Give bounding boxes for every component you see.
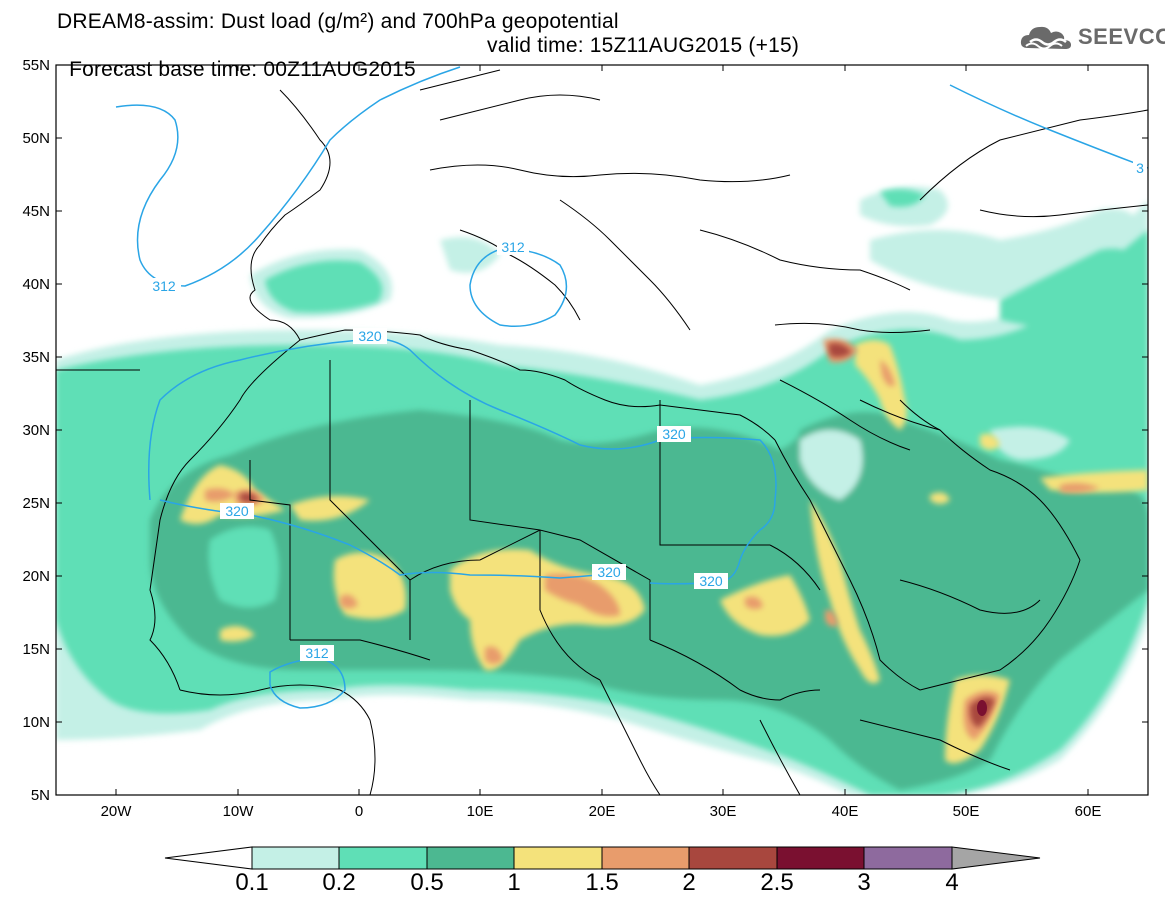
valid-time: valid time: 15Z11AUG2015 (+15)	[487, 34, 800, 57]
latitude-labels: 55N 50N 45N 40N 35N 30N 25N 20N 15N 10N …	[22, 57, 50, 804]
cloud-icon	[1020, 26, 1071, 50]
lon-label-60e: 60E	[1075, 803, 1102, 820]
lon-label-20e: 20E	[589, 803, 616, 820]
lat-label-45n: 45N	[22, 203, 50, 220]
forecast-base-time: Forecast base time: 00Z11AUG2015	[69, 58, 416, 81]
seevccc-logo: SEEVCCC	[1018, 22, 1165, 52]
lon-label-20w: 20W	[101, 803, 133, 820]
svg-text:312: 312	[152, 278, 176, 294]
colorbar-label-8: 4	[945, 869, 959, 896]
contour-label-312-italy: 312	[497, 239, 529, 255]
lat-label-35n: 35N	[22, 349, 50, 366]
colorbar-label-1: 0.2	[322, 869, 356, 896]
lat-label-10n: 10N	[22, 714, 50, 731]
lon-label-10e: 10E	[467, 803, 494, 820]
lat-label-30n: 30N	[22, 422, 50, 439]
contour-label-320-algeria: 320	[353, 328, 387, 344]
svg-text:320: 320	[699, 573, 723, 589]
contour-label-320-chad: 320	[592, 564, 626, 580]
colorbar-label-7: 3	[857, 869, 871, 896]
colorbar-label-0: 0.1	[235, 869, 269, 896]
colorbar-swatch-6	[776, 846, 865, 870]
colorbar-swatch-3	[513, 846, 603, 870]
lat-label-55n: 55N	[22, 57, 50, 74]
lat-label-25n: 25N	[22, 495, 50, 512]
colorbar-swatch-4	[601, 846, 690, 870]
lon-label-40e: 40E	[832, 803, 859, 820]
svg-text:320: 320	[597, 564, 621, 580]
contour-labels: 312 312 320 320 320 320 320 312 3	[147, 160, 1147, 661]
longitude-labels: 20W 10W 0 10E 20E 30E 40E 50E 60E	[101, 803, 1102, 820]
lat-label-5n: 5N	[31, 787, 50, 804]
colorbar-swatch-0	[251, 846, 340, 870]
colorbar-high-arrow	[951, 846, 1041, 870]
axis-ticks	[56, 64, 1148, 795]
colorbar-label-3: 1	[507, 869, 521, 896]
colorbar-swatch-5	[688, 846, 778, 870]
lon-label-10w: 10W	[223, 803, 255, 820]
country-borders	[56, 69, 1148, 795]
lat-label-15n: 15N	[22, 641, 50, 658]
dust-field	[56, 66, 1148, 795]
contour-label-312-south: 312	[300, 645, 334, 661]
svg-text:320: 320	[358, 328, 382, 344]
colorbar-label-6: 2.5	[760, 869, 794, 896]
lat-label-40n: 40N	[22, 276, 50, 293]
lat-label-20n: 20N	[22, 568, 50, 585]
contour-label-320-mauritania: 320	[220, 503, 254, 519]
contour-label-320-sudan: 320	[694, 573, 728, 589]
contour-label-320-egypt: 320	[657, 426, 691, 442]
colorbar-label-5: 2	[682, 869, 696, 896]
lon-label-50e: 50E	[953, 803, 980, 820]
svg-text:312: 312	[305, 645, 329, 661]
dust-level-0.5	[150, 410, 1148, 790]
map-subtitle: Forecast base time: 00Z11AUG2015 valid t…	[57, 34, 799, 106]
colorbar-label-2: 0.5	[410, 869, 444, 896]
lon-label-30e: 30E	[710, 803, 737, 820]
colorbar-swatch-2	[426, 846, 515, 870]
lat-label-50n: 50N	[22, 130, 50, 147]
dust-level-2.5	[977, 700, 987, 716]
map-title: DREAM8-assim: Dust load (g/m²) and 700hP…	[57, 10, 619, 33]
svg-text:320: 320	[662, 426, 686, 442]
contour-label-312-west: 312	[147, 278, 181, 294]
colorbar-swatch-7	[863, 846, 953, 870]
contour-label-3-east: 3	[1133, 160, 1147, 176]
colorbar-swatch-1	[338, 846, 428, 870]
colorbar-low-arrow	[164, 846, 253, 870]
svg-text:320: 320	[225, 503, 249, 519]
svg-text:312: 312	[501, 239, 525, 255]
svg-text:3: 3	[1136, 160, 1144, 176]
colorbar-label-4: 1.5	[585, 869, 619, 896]
lon-label-0: 0	[355, 803, 363, 820]
colorbar	[164, 846, 1041, 870]
logo-text: SEEVCCC	[1078, 24, 1165, 49]
